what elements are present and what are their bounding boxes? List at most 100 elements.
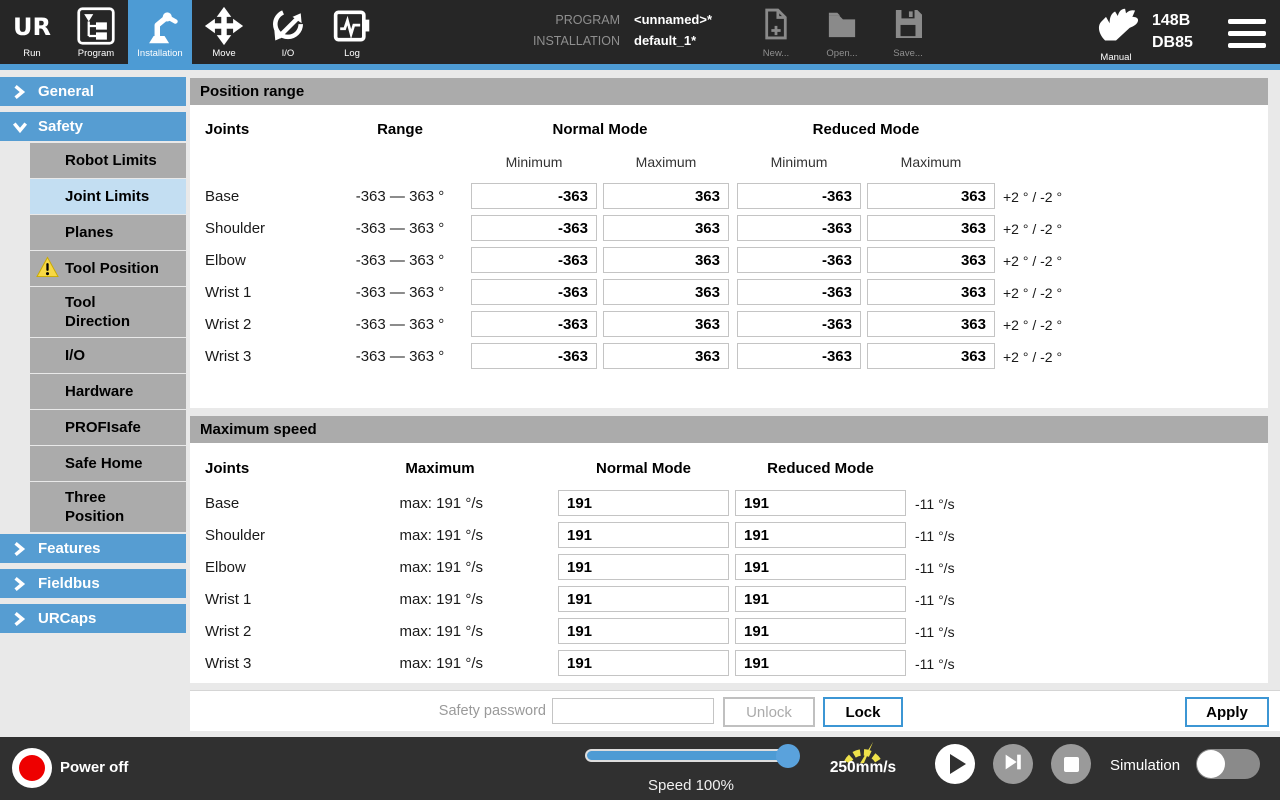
reduced-min-input[interactable]	[737, 343, 861, 369]
reduced-max-input[interactable]	[867, 183, 995, 209]
stop-button[interactable]	[1051, 744, 1091, 784]
reduced-min-input[interactable]	[737, 311, 861, 337]
move-arrows-icon	[203, 5, 245, 47]
sidebar: General Safety Robot Limits Joint Limits…	[0, 70, 190, 737]
tab-run[interactable]: UR Run	[0, 0, 64, 64]
save-button[interactable]: Save...	[880, 8, 936, 59]
sidebar-item-profisafe[interactable]: PROFIsafe	[30, 410, 186, 445]
reduced-min-input[interactable]	[737, 247, 861, 273]
normal-speed-input[interactable]	[558, 618, 729, 644]
speed-slider-handle[interactable]	[776, 743, 800, 768]
tab-move[interactable]: Move	[192, 0, 256, 64]
sidebar-item-urcaps[interactable]: URCaps	[0, 604, 186, 633]
reduced-min-input[interactable]	[737, 215, 861, 241]
robot-id-line1: 148B	[1152, 12, 1191, 29]
normal-min-input[interactable]	[471, 343, 597, 369]
tab-log[interactable]: Log	[320, 0, 384, 64]
simulation-toggle[interactable]	[1196, 749, 1260, 779]
normal-max-input[interactable]	[603, 311, 729, 337]
normal-min-input[interactable]	[471, 311, 597, 337]
normal-speed-input[interactable]	[558, 554, 729, 580]
normal-max-input[interactable]	[603, 343, 729, 369]
tab-io[interactable]: I/O	[256, 0, 320, 64]
reduced-speed-input[interactable]	[735, 490, 906, 516]
column-header-joints: Joints	[205, 121, 250, 138]
reduced-speed-input[interactable]	[735, 618, 906, 644]
reduced-min-input[interactable]	[737, 183, 861, 209]
table-row: Wrist 3 max: 191 °/s -11 °/s	[190, 648, 1268, 680]
tolerance-text: -11 °/s	[915, 528, 955, 544]
reduced-max-input[interactable]	[867, 343, 995, 369]
reduced-max-input[interactable]	[867, 215, 995, 241]
new-button[interactable]: New...	[748, 8, 804, 59]
safety-password-input[interactable]	[552, 698, 714, 724]
hamburger-menu-icon[interactable]	[1228, 19, 1266, 48]
tolerance-text: +2 ° / -2 °	[1003, 285, 1063, 301]
normal-max-input[interactable]	[603, 183, 729, 209]
tab-program[interactable]: Program	[64, 0, 128, 64]
reduced-max-input[interactable]	[867, 247, 995, 273]
sidebar-item-joint-limits[interactable]: Joint Limits	[30, 179, 186, 214]
position-range-panel: Joints Range Normal Mode Reduced Mode Mi…	[190, 105, 1268, 408]
chevron-right-icon	[12, 84, 30, 100]
sidebar-item-safety[interactable]: Safety	[0, 112, 186, 141]
manual-label: Manual	[1100, 52, 1132, 63]
sidebar-item-safe-home[interactable]: Safe Home	[30, 446, 186, 481]
sidebar-item-io[interactable]: I/O	[30, 338, 186, 373]
unlock-button[interactable]: Unlock	[723, 697, 815, 727]
reduced-speed-input[interactable]	[735, 650, 906, 676]
robot-id-line2: DB85	[1152, 34, 1193, 51]
tolerance-text: +2 ° / -2 °	[1003, 317, 1063, 333]
power-status-button[interactable]	[12, 748, 52, 788]
apply-button[interactable]: Apply	[1185, 697, 1269, 727]
open-label: Open...	[826, 48, 858, 59]
table-row: Wrist 1 max: 191 °/s -11 °/s	[190, 584, 1268, 616]
reduced-min-input[interactable]	[737, 279, 861, 305]
sidebar-item-robot-limits[interactable]: Robot Limits	[30, 143, 186, 178]
normal-min-input[interactable]	[471, 247, 597, 273]
sidebar-item-fieldbus[interactable]: Fieldbus	[0, 569, 186, 598]
sidebar-item-general[interactable]: General	[0, 77, 186, 106]
lock-button[interactable]: Lock	[823, 697, 903, 727]
normal-max-input[interactable]	[603, 247, 729, 273]
step-button[interactable]	[993, 744, 1033, 784]
sidebar-item-features[interactable]: Features	[0, 534, 186, 563]
play-button[interactable]	[935, 744, 975, 784]
program-label: PROGRAM	[555, 13, 620, 27]
sidebar-item-tool-position[interactable]: Tool Position	[30, 251, 186, 286]
normal-speed-input[interactable]	[558, 650, 729, 676]
normal-speed-input[interactable]	[558, 586, 729, 612]
normal-min-input[interactable]	[471, 183, 597, 209]
sidebar-item-hardware[interactable]: Hardware	[30, 374, 186, 409]
reduced-speed-input[interactable]	[735, 554, 906, 580]
normal-min-input[interactable]	[471, 279, 597, 305]
speed-slider[interactable]	[585, 743, 800, 768]
column-header-reduced-mode: Reduced Mode	[767, 460, 874, 477]
save-label: Save...	[893, 48, 923, 59]
manual-mode-button[interactable]: Manual	[1088, 6, 1144, 63]
reduced-max-input[interactable]	[867, 311, 995, 337]
tab-installation[interactable]: Installation	[128, 0, 192, 64]
play-icon	[949, 754, 966, 774]
column-header-joints: Joints	[205, 460, 250, 477]
save-floppy-icon	[894, 8, 922, 45]
normal-speed-input[interactable]	[558, 490, 729, 516]
normal-min-input[interactable]	[471, 215, 597, 241]
reduced-speed-input[interactable]	[735, 586, 906, 612]
power-status-label: Power off	[60, 759, 129, 776]
sidebar-item-three-position[interactable]: Three Position	[30, 482, 186, 532]
open-button[interactable]: Open...	[814, 8, 870, 59]
reduced-speed-input[interactable]	[735, 522, 906, 548]
normal-speed-input[interactable]	[558, 522, 729, 548]
sidebar-item-planes[interactable]: Planes	[30, 215, 186, 250]
sidebar-item-label: Features	[38, 540, 101, 557]
footer-bar: Power off Speed 100% 250mm/s Simulation	[0, 737, 1280, 800]
normal-max-input[interactable]	[603, 279, 729, 305]
table-row: Elbow -363 — 363 ° +2 ° / -2 °	[190, 245, 1268, 277]
normal-max-input[interactable]	[603, 215, 729, 241]
reduced-max-input[interactable]	[867, 279, 995, 305]
tolerance-text: -11 °/s	[915, 656, 955, 672]
sidebar-item-tool-direction[interactable]: Tool Direction	[30, 287, 186, 337]
column-header-normal-mode: Normal Mode	[595, 460, 691, 477]
simulation-label: Simulation	[1110, 757, 1181, 774]
